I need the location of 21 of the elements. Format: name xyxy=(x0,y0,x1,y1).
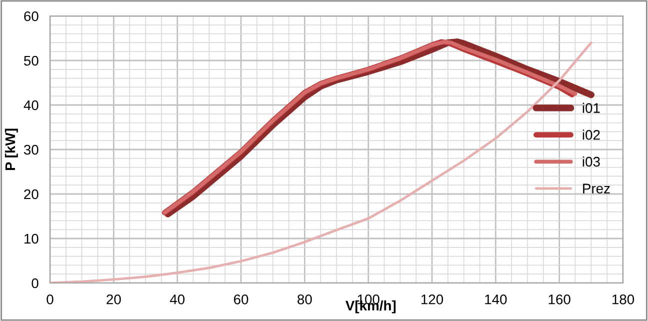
y-tick-label: 0 xyxy=(32,278,38,288)
y-tick-label: 10 xyxy=(24,234,38,244)
y-axis-title: P [kW] xyxy=(4,128,18,170)
x-tick-label: 160 xyxy=(548,294,570,304)
legend-label: i01 xyxy=(582,102,600,113)
x-tick-label: 120 xyxy=(421,294,444,304)
x-tick-label: 0 xyxy=(46,294,54,304)
y-tick-label: 30 xyxy=(24,144,38,155)
legend-label: Prez xyxy=(583,184,610,194)
y-tick-label: 40 xyxy=(24,100,38,110)
x-tick-label: 40 xyxy=(170,294,185,304)
y-tick-label: 60 xyxy=(24,11,38,22)
legend-label: i03 xyxy=(582,156,600,167)
x-tick-label: 20 xyxy=(106,294,121,304)
x-tick-label: 80 xyxy=(298,294,312,304)
x-tick-label: 140 xyxy=(485,294,507,304)
legend-label: i02 xyxy=(582,130,600,140)
x-tick-label: 60 xyxy=(234,294,248,304)
x-tick-label: 180 xyxy=(612,294,634,304)
y-tick-label: 50 xyxy=(24,56,38,66)
y-tick-label: 20 xyxy=(24,189,38,200)
